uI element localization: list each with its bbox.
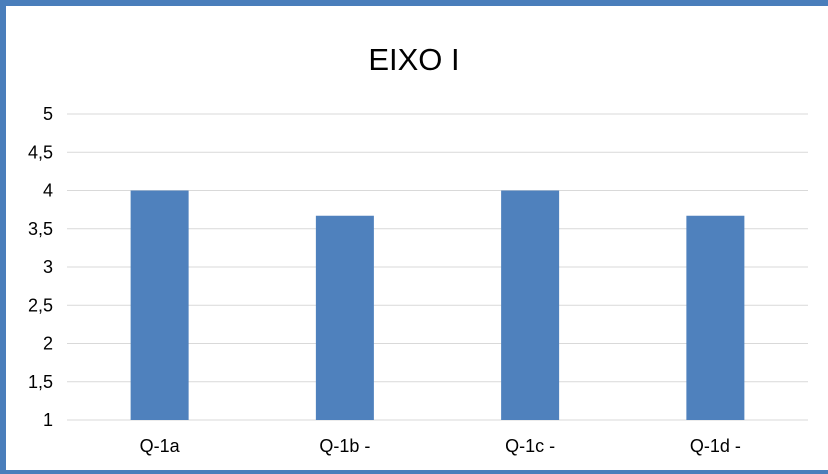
x-tick-label: Q-1a (140, 436, 181, 456)
bars (130, 190, 745, 420)
x-tick-label: Q-1c - (505, 436, 555, 456)
chart-title: EIXO I (368, 42, 460, 77)
x-tick-label: Q-1d - (690, 436, 741, 456)
y-tick-label: 5 (43, 104, 53, 124)
bar-3 (501, 190, 560, 420)
y-tick-label: 3 (43, 257, 53, 277)
y-tick-label: 4,5 (28, 142, 53, 162)
x-tick-label: Q-1b - (319, 436, 370, 456)
bar-2 (315, 215, 374, 420)
y-tick-label: 1,5 (28, 372, 53, 392)
y-axis-tick-labels: 1 1,5 2 2,5 3 3,5 4 4,5 5 (28, 104, 53, 430)
y-tick-label: 4 (43, 181, 53, 201)
bar-4 (686, 215, 745, 420)
y-tick-label: 1 (43, 410, 53, 430)
y-tick-label: 2,5 (28, 295, 53, 315)
y-tick-label: 3,5 (28, 219, 53, 239)
y-tick-label: 2 (43, 334, 53, 354)
bar-1 (130, 190, 189, 420)
gridlines (67, 113, 808, 421)
x-axis-tick-labels: Q-1a Q-1b - Q-1c - Q-1d - (140, 436, 741, 456)
